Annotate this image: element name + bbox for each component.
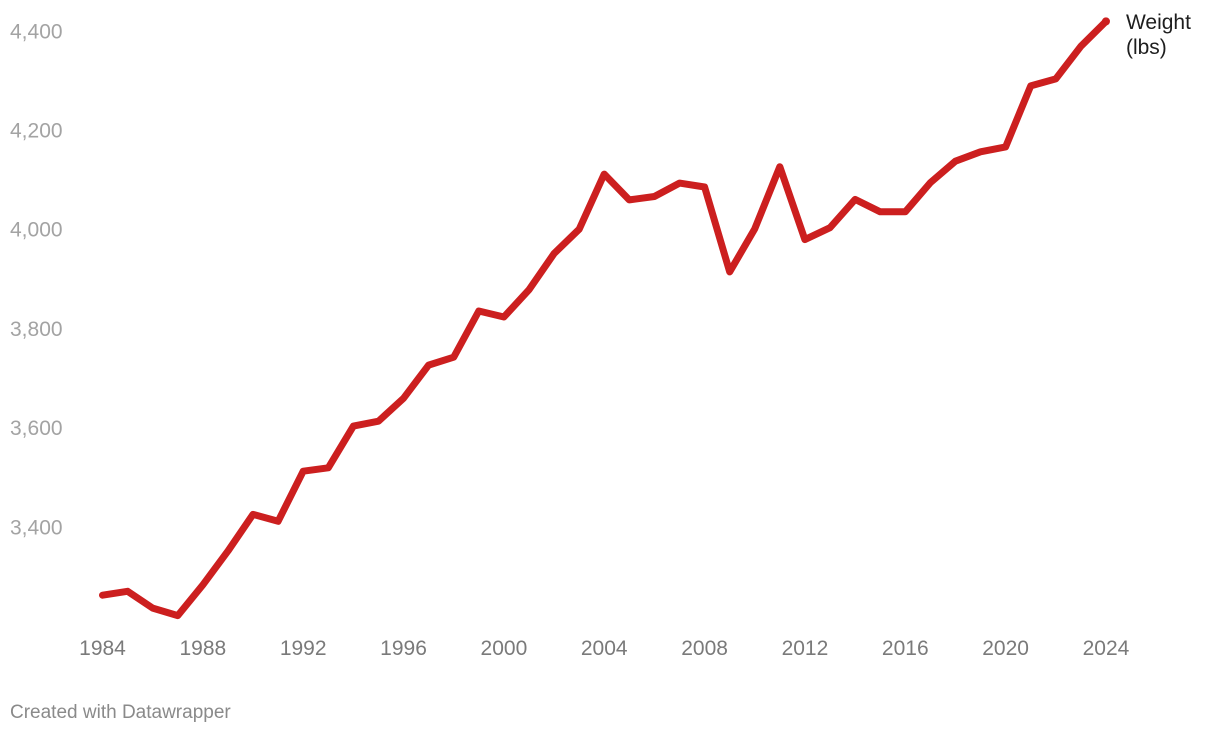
x-tick-label: 2016 (882, 637, 929, 660)
y-tick-label: 4,200 (10, 120, 63, 143)
series-end-point (1101, 17, 1110, 26)
y-axis: 3,400 3,600 3,800 4,000 4,200 4,400 (10, 20, 63, 539)
x-axis: 1984 1988 1992 1996 2000 2004 2008 2012 2016 2020… (79, 637, 1129, 660)
x-tick-label: 2004 (581, 637, 628, 660)
y-tick-label: 3,800 (10, 318, 63, 341)
series-group (99, 17, 1110, 620)
y-tick-label: 4,000 (10, 219, 63, 242)
x-tick-label: 1996 (380, 637, 427, 660)
x-tick-label: 2020 (982, 637, 1029, 660)
series-label: Weight (lbs) (1126, 11, 1191, 59)
x-tick-label: 2024 (1083, 637, 1130, 660)
x-tick-label: 2000 (481, 637, 528, 660)
x-tick-label: 2008 (681, 637, 728, 660)
x-tick-label: 2012 (782, 637, 829, 660)
series-label-line: Weight (1126, 11, 1191, 34)
series-label-line: (lbs) (1126, 36, 1167, 59)
y-tick-label: 3,400 (10, 516, 63, 539)
y-tick-label: 4,400 (10, 20, 63, 43)
x-tick-label: 1992 (280, 637, 327, 660)
x-tick-label: 1988 (179, 637, 226, 660)
y-tick-label: 3,600 (10, 417, 63, 440)
x-tick-label: 1984 (79, 637, 126, 660)
series-line (99, 17, 1110, 620)
credit-text: Created with Datawrapper (10, 702, 231, 723)
series-labels: Weight (lbs) (1126, 11, 1191, 59)
